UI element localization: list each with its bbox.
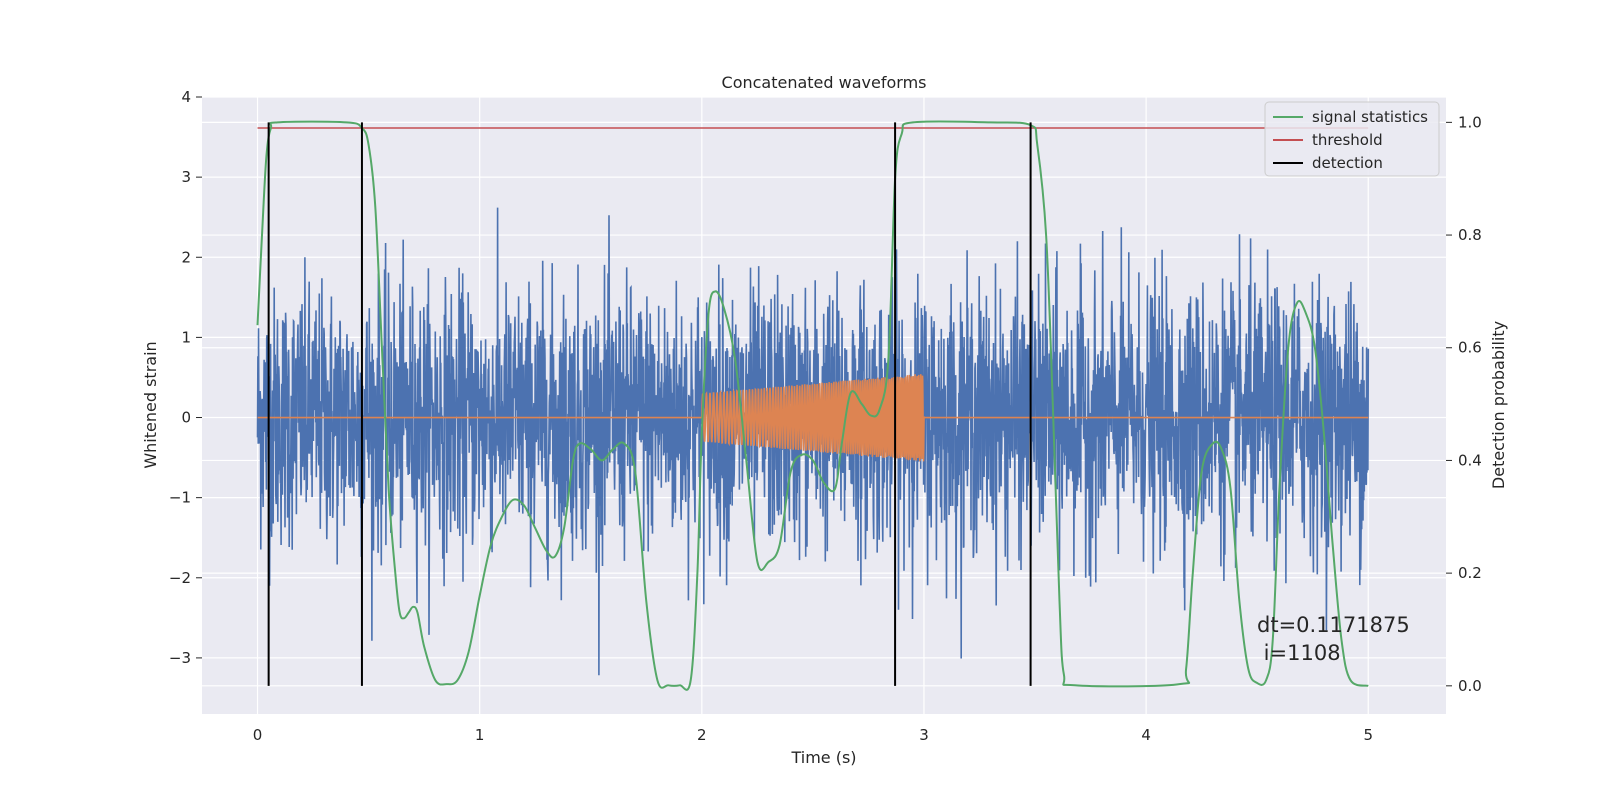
y-tick-label: 0 (181, 409, 191, 427)
y-tick-label: 1 (181, 328, 191, 346)
y2-tick-label: 0.8 (1458, 226, 1482, 244)
y2-tick-label: 1.0 (1458, 113, 1482, 131)
legend-label: threshold (1312, 131, 1383, 149)
y2-axis-label: Detection probability (1489, 321, 1508, 489)
x-tick-label: 1 (475, 726, 485, 744)
ticks-layer: 0 1 2 3 4 5 −3 −2 −1 0 1 2 3 4 0.0 0.2 0.4 0.6 0.8 1.0 (169, 88, 1482, 744)
legend-box (1264, 101, 1440, 177)
legend-label: detection (1312, 154, 1383, 172)
x-tick-label: 5 (1363, 726, 1373, 744)
y-tick-label: −1 (169, 489, 191, 507)
annotation-index: i=1108 (1257, 641, 1341, 665)
annotation-dt: dt=0.1171875 (1257, 613, 1410, 637)
chart-title: Concatenated waveforms (722, 73, 927, 92)
series-layer (256, 120, 1370, 691)
y2-tick-label: 0.2 (1458, 564, 1482, 582)
x-tick-label: 4 (1141, 726, 1151, 744)
y-tick-label: 3 (181, 168, 191, 186)
legend: signal statistics threshold detection (1264, 101, 1440, 177)
x-tick-label: 2 (697, 726, 707, 744)
signal-statistics-line (256, 120, 1369, 691)
injected-waveform-line (257, 374, 1369, 462)
y2-tick-label: 0.0 (1458, 677, 1482, 695)
legend-label: signal statistics (1312, 108, 1428, 126)
y-tick-label: 2 (181, 248, 191, 266)
y2-tick-label: 0.6 (1458, 339, 1482, 357)
x-tick-label: 3 (919, 726, 929, 744)
y-tick-label: 4 (181, 88, 191, 106)
x-tick-label: 0 (253, 726, 263, 744)
y-tick-label: −2 (169, 569, 191, 587)
y2-tick-label: 0.4 (1458, 451, 1482, 469)
y-axis-label: Whitened strain (141, 341, 160, 468)
x-axis-label: Time (s) (790, 748, 856, 767)
annotation: dt=0.1171875 i=1108 (1257, 613, 1410, 665)
y-tick-label: −3 (169, 649, 191, 667)
